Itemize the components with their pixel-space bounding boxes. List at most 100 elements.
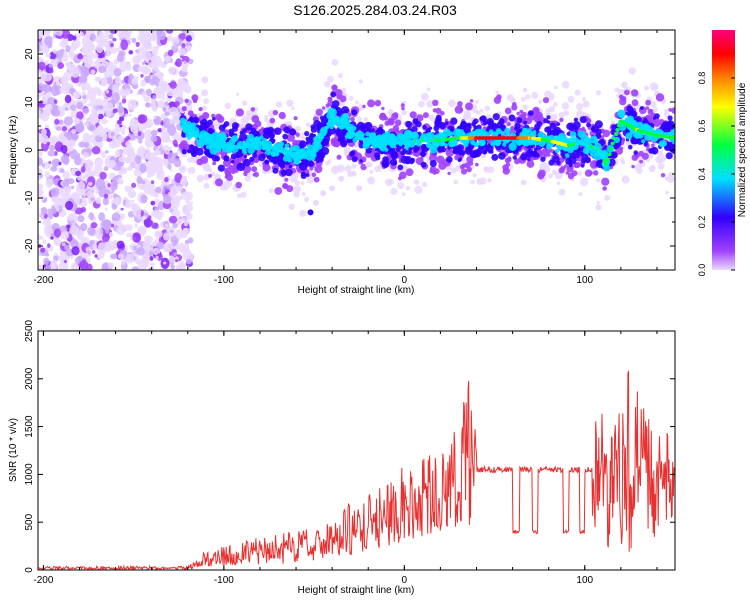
ridge-cell [596, 201, 600, 205]
noise-blob [41, 207, 48, 215]
noise-blob [123, 31, 131, 39]
noise-blob [87, 103, 90, 107]
noise-blob [86, 118, 91, 123]
ridge-cell [392, 125, 400, 132]
ridge-cell [255, 144, 262, 151]
ridge-cell [633, 150, 638, 155]
ridge-cell [527, 158, 531, 162]
noise-blob [58, 161, 62, 166]
snr-series-line [38, 370, 675, 570]
noise-blob [47, 97, 56, 105]
noise-blob [157, 74, 163, 79]
noise-blob [94, 117, 99, 123]
ridge-cell [456, 144, 465, 152]
ridge-cell [405, 121, 413, 128]
ridge-cell [450, 117, 458, 125]
noise-blob [101, 79, 108, 86]
ridge-cell [574, 89, 581, 96]
ridge-cell [231, 160, 235, 164]
ridge-cell [306, 175, 315, 184]
noise-blob [107, 195, 113, 200]
noise-blob [70, 104, 77, 111]
noise-blob [95, 157, 100, 162]
noise-blob [65, 200, 74, 211]
noise-blob [161, 103, 166, 108]
ridge-cell [532, 151, 539, 158]
ridge-cell [349, 156, 353, 160]
noise-blob [77, 215, 85, 223]
noise-blob [112, 83, 119, 93]
ridge-cell [381, 106, 385, 111]
ridge-cell [564, 153, 570, 158]
ridge-cell [211, 155, 218, 162]
ridge-cell [602, 129, 611, 138]
snr-frame [37, 330, 676, 571]
ridge-cell [464, 124, 472, 131]
ridge-cell [525, 94, 531, 100]
ridge-cell [390, 150, 398, 159]
ridge-cell [305, 136, 310, 141]
ridge-cell [526, 160, 535, 168]
ridge-cell [631, 89, 639, 97]
noise-blob [124, 88, 131, 96]
noise-blob [91, 146, 101, 155]
noise-blob [121, 129, 126, 135]
noise-blob [94, 254, 98, 258]
ridge-cell [387, 109, 394, 116]
ridge-cell [558, 188, 566, 196]
ridge-cell [321, 140, 327, 146]
ridge-cell [533, 147, 538, 152]
ridge-peak [319, 135, 325, 140]
colorbar-tick-label: 0.4 [697, 168, 707, 181]
noise-blob [116, 80, 123, 86]
noise-blob [95, 36, 103, 44]
noise-blob [64, 186, 70, 192]
ridge-cell [411, 126, 418, 133]
ridge-cell [553, 126, 562, 135]
ridge-cell [563, 110, 570, 116]
ridge-cell [203, 182, 210, 189]
ridge-cell [432, 99, 439, 107]
noise-blob [184, 203, 194, 212]
ridge-cell [327, 75, 334, 83]
noise-blob [101, 151, 106, 159]
noise-blob [92, 86, 101, 95]
noise-blob [149, 256, 154, 261]
ridge-cell [432, 108, 437, 113]
noise-blob [106, 97, 111, 102]
isolated-blob [312, 199, 319, 206]
ridge-cell [201, 76, 209, 84]
ridge-cell [282, 133, 289, 140]
ridge-cell [420, 161, 427, 168]
ridge-cell [269, 117, 276, 124]
noise-blob [171, 44, 179, 54]
noise-blob [54, 228, 61, 238]
ridge-cell [365, 131, 371, 137]
ridge-cell [566, 132, 571, 136]
noise-blob [142, 239, 152, 250]
ridge-cell [363, 117, 369, 122]
ridge-cell [212, 161, 217, 166]
ridge-cell [367, 99, 376, 108]
noise-blob [119, 88, 125, 94]
noise-blob [45, 264, 51, 270]
ridge-cell [314, 165, 323, 173]
ridge-cell [586, 122, 591, 128]
x-tick-label: 100 [576, 275, 593, 286]
ridge-cell [393, 161, 398, 166]
ridge-cell [548, 173, 553, 179]
noise-blob [81, 91, 86, 95]
noise-blob [148, 250, 154, 256]
noise-blob [97, 242, 107, 255]
noise-blob [80, 223, 88, 232]
noise-blob [159, 143, 163, 148]
noise-blob [108, 33, 114, 40]
ridge-cell [457, 158, 462, 163]
noise-blob [150, 100, 156, 108]
noise-blob [124, 113, 129, 118]
noise-blob [102, 262, 110, 270]
noise-blob [138, 114, 148, 124]
ridge-cell [645, 99, 651, 106]
noise-blob [102, 219, 112, 231]
